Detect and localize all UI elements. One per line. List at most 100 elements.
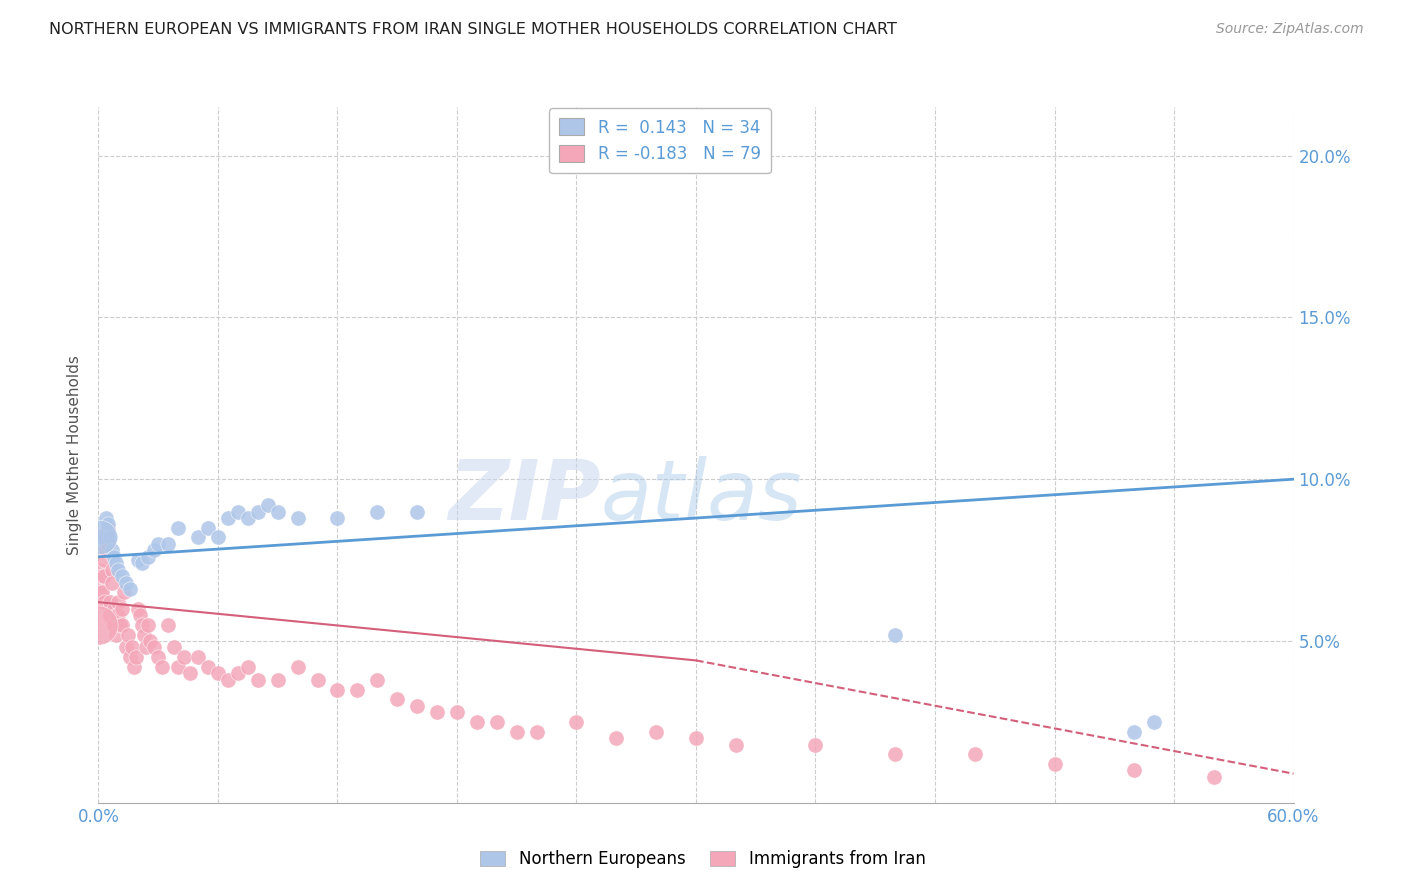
Point bbox=[150, 660, 173, 674]
Point bbox=[93, 553, 115, 567]
Point bbox=[246, 673, 269, 687]
Point bbox=[131, 557, 153, 571]
Point bbox=[143, 640, 166, 655]
Point bbox=[346, 682, 368, 697]
Point bbox=[124, 660, 146, 674]
Point bbox=[89, 531, 111, 545]
Point bbox=[107, 595, 129, 609]
Point bbox=[115, 575, 138, 590]
Point bbox=[1123, 764, 1146, 778]
Point bbox=[127, 553, 149, 567]
Text: atlas: atlas bbox=[600, 456, 801, 537]
Point bbox=[97, 521, 120, 535]
Point bbox=[326, 682, 349, 697]
Point bbox=[127, 601, 149, 615]
Point bbox=[157, 617, 180, 632]
Point bbox=[105, 627, 128, 641]
Point bbox=[226, 666, 249, 681]
Point bbox=[136, 617, 159, 632]
Point bbox=[167, 660, 190, 674]
Point bbox=[125, 650, 148, 665]
Point bbox=[136, 549, 159, 564]
Point bbox=[96, 543, 118, 558]
Point bbox=[246, 504, 269, 518]
Point bbox=[485, 714, 508, 729]
Point bbox=[287, 660, 309, 674]
Point bbox=[87, 617, 110, 632]
Text: NORTHERN EUROPEAN VS IMMIGRANTS FROM IRAN SINGLE MOTHER HOUSEHOLDS CORRELATION C: NORTHERN EUROPEAN VS IMMIGRANTS FROM IRA… bbox=[49, 22, 897, 37]
Point bbox=[107, 563, 129, 577]
Point bbox=[406, 504, 429, 518]
Point bbox=[173, 650, 195, 665]
Point bbox=[1123, 724, 1146, 739]
Point bbox=[89, 585, 111, 599]
Point bbox=[1043, 756, 1066, 771]
Point bbox=[107, 608, 129, 623]
Point bbox=[179, 666, 201, 681]
Point bbox=[89, 575, 111, 590]
Point bbox=[100, 531, 122, 545]
Point bbox=[426, 705, 449, 719]
Point bbox=[236, 511, 259, 525]
Point bbox=[96, 531, 118, 545]
Point bbox=[91, 569, 114, 583]
Point bbox=[526, 724, 548, 739]
Point bbox=[506, 724, 529, 739]
Point bbox=[267, 673, 290, 687]
Point bbox=[1202, 770, 1225, 784]
Point bbox=[148, 650, 170, 665]
Point bbox=[97, 517, 120, 532]
Point bbox=[465, 714, 488, 729]
Point bbox=[89, 531, 111, 545]
Point bbox=[366, 673, 388, 687]
Point bbox=[93, 595, 115, 609]
Point bbox=[236, 660, 259, 674]
Point bbox=[385, 692, 409, 706]
Point bbox=[267, 504, 290, 518]
Point bbox=[287, 511, 309, 525]
Point bbox=[565, 714, 588, 729]
Point bbox=[1143, 714, 1166, 729]
Point bbox=[804, 738, 827, 752]
Point bbox=[89, 563, 111, 577]
Point bbox=[111, 601, 134, 615]
Point bbox=[406, 698, 429, 713]
Point bbox=[326, 511, 349, 525]
Point bbox=[129, 608, 152, 623]
Point bbox=[446, 705, 468, 719]
Point bbox=[366, 504, 388, 518]
Point bbox=[96, 511, 118, 525]
Point bbox=[100, 608, 122, 623]
Point bbox=[135, 640, 157, 655]
Point bbox=[115, 640, 138, 655]
Point bbox=[256, 498, 278, 512]
Point bbox=[207, 531, 229, 545]
Point bbox=[91, 585, 114, 599]
Point bbox=[93, 569, 115, 583]
Point bbox=[645, 724, 668, 739]
Point bbox=[605, 731, 627, 745]
Point bbox=[111, 617, 134, 632]
Point bbox=[217, 673, 239, 687]
Point bbox=[111, 569, 134, 583]
Legend: R =  0.143   N = 34, R = -0.183   N = 79: R = 0.143 N = 34, R = -0.183 N = 79 bbox=[550, 109, 770, 173]
Point bbox=[103, 549, 125, 564]
Point bbox=[134, 627, 156, 641]
Text: Source: ZipAtlas.com: Source: ZipAtlas.com bbox=[1216, 22, 1364, 37]
Point bbox=[187, 531, 209, 545]
Point bbox=[103, 601, 125, 615]
Point bbox=[197, 660, 219, 674]
Point bbox=[724, 738, 747, 752]
Point bbox=[207, 666, 229, 681]
Point bbox=[131, 617, 153, 632]
Point bbox=[143, 543, 166, 558]
Point bbox=[167, 521, 190, 535]
Point bbox=[884, 627, 907, 641]
Point bbox=[97, 537, 120, 551]
Point bbox=[163, 640, 186, 655]
Point bbox=[197, 521, 219, 535]
Y-axis label: Single Mother Households: Single Mother Households bbox=[67, 355, 83, 555]
Point bbox=[100, 595, 122, 609]
Text: ZIP: ZIP bbox=[447, 456, 600, 537]
Point bbox=[101, 563, 124, 577]
